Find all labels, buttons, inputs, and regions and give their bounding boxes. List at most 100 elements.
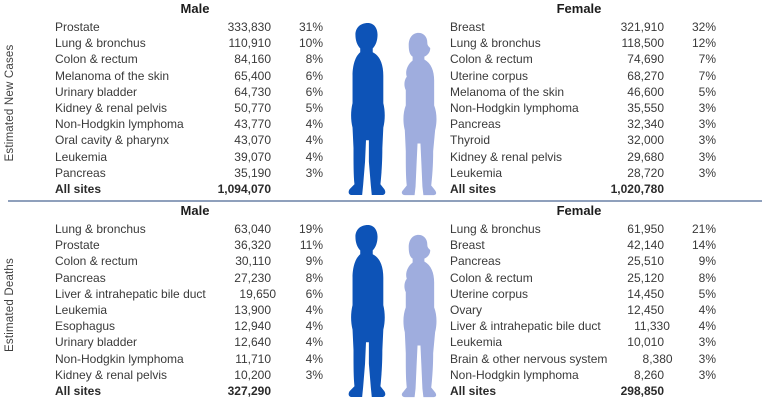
row-site: Kidney & renal pelvis: [55, 367, 168, 382]
row-pct: 11%: [299, 238, 323, 253]
table-row: Ovary 12,450 4%: [450, 302, 716, 318]
row-pct: 4%: [305, 133, 323, 148]
row-val: 11,710: [235, 351, 271, 366]
table-row: Non-Hodgkin lymphoma 43,770 4%: [55, 116, 323, 132]
row-site: Leukemia: [55, 303, 108, 318]
row-site: Breast: [450, 238, 485, 253]
row-pct: 4%: [305, 303, 323, 318]
table-row: Thyroid 32,000 3%: [450, 132, 716, 148]
male-column-header: Male: [180, 203, 210, 218]
male-silhouette-icon: [341, 223, 391, 399]
row-val: 11,330: [634, 319, 670, 334]
table-row: Lung & bronchus 118,500 12%: [450, 35, 716, 51]
table-row: Colon & rectum 25,120 8%: [450, 270, 716, 286]
male-column-header: Male: [180, 1, 210, 16]
section-side-label: Estimated New Cases: [4, 44, 16, 162]
row-pct: 6%: [305, 84, 323, 99]
row-site: Urinary bladder: [55, 84, 138, 99]
row-pct: 4%: [305, 117, 323, 132]
row-pct: 8%: [305, 52, 323, 67]
row-pct: 21%: [691, 222, 716, 237]
row-site: Ovary: [450, 303, 483, 318]
row-val: 63,040: [234, 222, 271, 237]
row-pct: 8%: [698, 270, 716, 285]
row-val: 8,380: [642, 351, 673, 366]
row-site: Colon & rectum: [55, 52, 138, 67]
row-val: 64,730: [234, 84, 271, 99]
row-pct: 3%: [698, 149, 716, 164]
table-row: Oral cavity & pharynx 43,070 4%: [55, 132, 323, 148]
table-row: Prostate 333,830 31%: [55, 19, 323, 35]
section-estimated-deaths: Estimated Deaths Male Female Lung & bron…: [0, 202, 762, 402]
table-total-row: All sites 1,094,070: [55, 181, 323, 197]
female-deaths-table: Lung & bronchus 61,950 21% Breast 42,140 14% P…: [450, 221, 716, 399]
row-site: Kidney & renal pelvis: [450, 149, 563, 164]
table-row: Esophagus 12,940 4%: [55, 318, 323, 334]
female-column-header: Female: [556, 203, 602, 218]
row-pct: 8%: [305, 270, 323, 285]
row-site: Leukemia: [450, 335, 503, 350]
table-row: Kidney & renal pelvis 10,200 3%: [55, 367, 323, 383]
female-new-cases-table: Breast 321,910 32% Lung & bronchus 118,500 12…: [450, 19, 716, 197]
row-val: 43,770: [234, 117, 271, 132]
table-row: Lung & bronchus 63,040 19%: [55, 221, 323, 237]
row-site: Leukemia: [55, 149, 108, 164]
row-site: Non-Hodgkin lymphoma: [55, 117, 184, 132]
row-val: 43,070: [234, 133, 271, 148]
row-site: Breast: [450, 20, 485, 35]
row-pct: 9%: [305, 254, 323, 269]
table-row: Colon & rectum 30,110 9%: [55, 253, 323, 269]
row-site: Lung & bronchus: [450, 36, 541, 51]
row-pct: 4%: [305, 351, 323, 366]
row-site: Urinary bladder: [55, 335, 138, 350]
table-row: Liver & intrahepatic bile duct 11,330 4%: [450, 318, 716, 334]
row-site: Lung & bronchus: [55, 222, 146, 237]
row-pct: 3%: [698, 101, 716, 116]
total-value: 327,290: [227, 383, 271, 398]
female-silhouette-icon: [396, 29, 441, 197]
row-site: Non-Hodgkin lymphoma: [450, 367, 579, 382]
female-column-header: Female: [556, 1, 602, 16]
row-pct: 5%: [698, 84, 716, 99]
row-val: 39,070: [234, 149, 271, 164]
section-divider-line: [8, 200, 762, 202]
row-site: Pancreas: [450, 117, 501, 132]
row-val: 42,140: [627, 238, 664, 253]
row-val: 321,910: [620, 20, 664, 35]
row-val: 14,450: [627, 286, 664, 301]
row-val: 35,190: [234, 165, 271, 180]
row-site: Pancreas: [55, 270, 106, 285]
male-deaths-table: Lung & bronchus 63,040 19% Prostate 36,320 11…: [55, 221, 323, 399]
row-val: 35,550: [627, 101, 664, 116]
row-pct: 4%: [305, 335, 323, 350]
table-rows: Lung & bronchus 61,950 21% Breast 42,140 14% P…: [450, 221, 716, 383]
row-site: Uterine corpus: [450, 286, 529, 301]
table-row: Leukemia 28,720 3%: [450, 165, 716, 181]
male-silhouette-icon: [341, 21, 391, 197]
table-total-row: All sites 298,850: [450, 383, 716, 399]
total-label: All sites: [450, 181, 497, 196]
row-pct: 7%: [698, 68, 716, 83]
row-site: Thyroid: [450, 133, 491, 148]
row-val: 84,160: [234, 52, 271, 67]
row-site: Prostate: [55, 238, 100, 253]
row-pct: 3%: [305, 165, 323, 180]
row-site: Lung & bronchus: [55, 36, 146, 51]
table-row: Pancreas 25,510 9%: [450, 253, 716, 269]
row-site: Oral cavity & pharynx: [55, 133, 170, 148]
table-row: Melanoma of the skin 65,400 6%: [55, 68, 323, 84]
table-row: Pancreas 35,190 3%: [55, 165, 323, 181]
row-pct: 3%: [698, 367, 716, 382]
total-label: All sites: [55, 181, 102, 196]
row-val: 61,950: [627, 222, 664, 237]
table-row: Breast 42,140 14%: [450, 237, 716, 253]
row-val: 28,720: [627, 165, 664, 180]
row-pct: 19%: [298, 222, 323, 237]
table-row: Leukemia 39,070 4%: [55, 149, 323, 165]
table-row: Prostate 36,320 11%: [55, 237, 323, 253]
table-row: Melanoma of the skin 46,600 5%: [450, 84, 716, 100]
row-val: 110,910: [228, 36, 272, 51]
row-val: 12,940: [234, 319, 271, 334]
row-site: Kidney & renal pelvis: [55, 101, 168, 116]
table-row: Breast 321,910 32%: [450, 19, 716, 35]
